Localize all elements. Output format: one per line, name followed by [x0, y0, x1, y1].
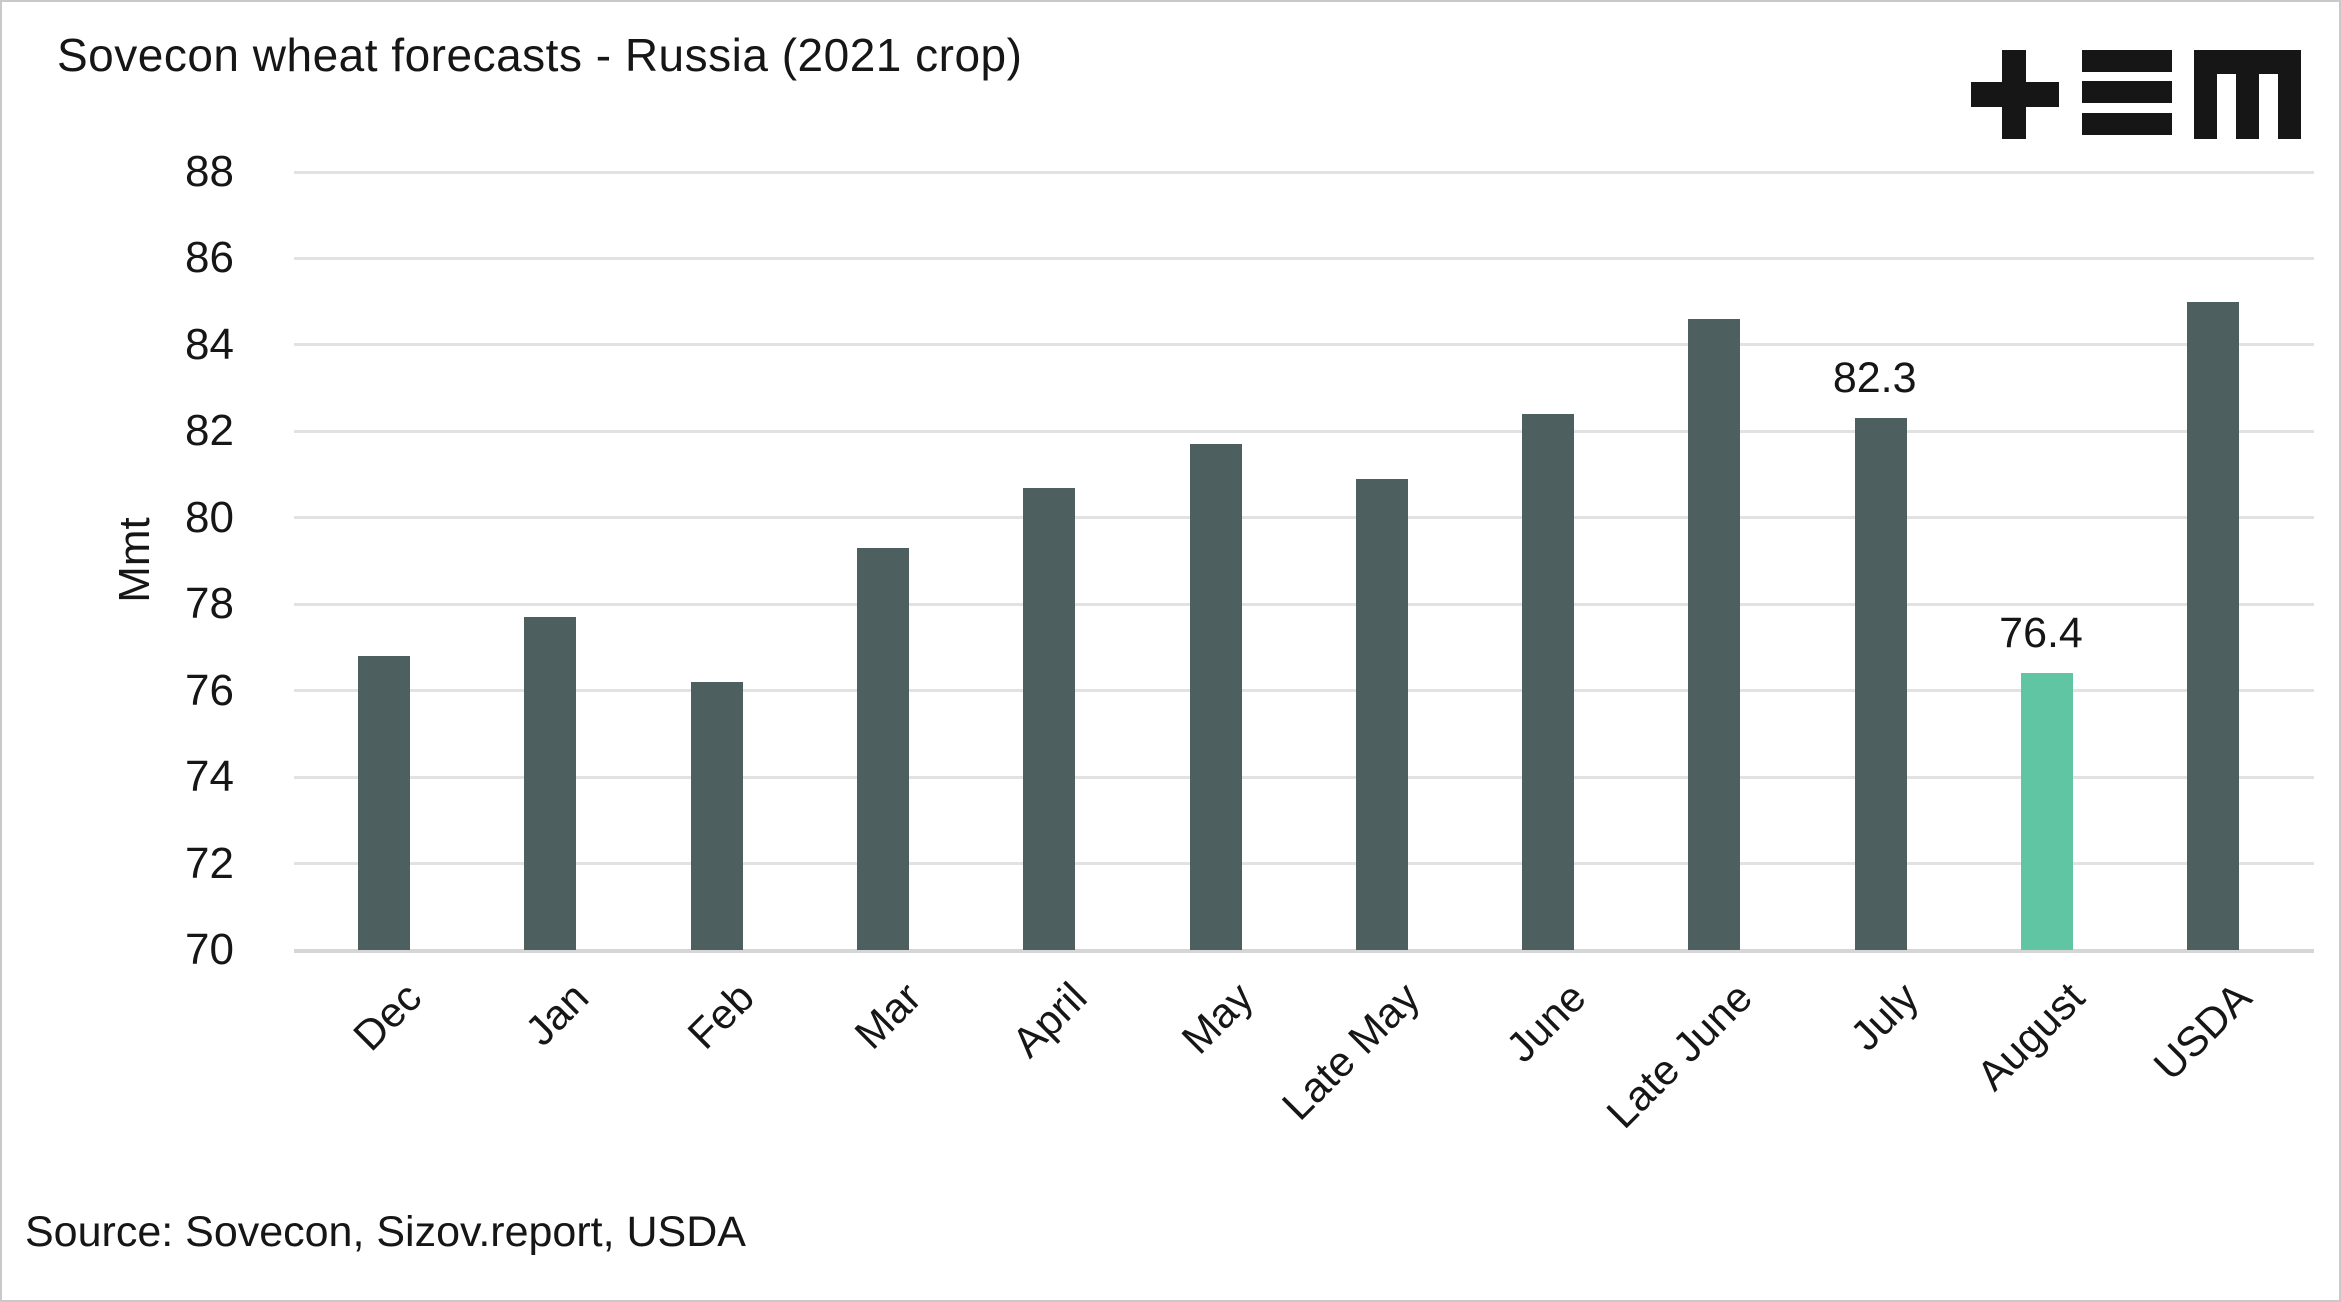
- y-tick-label: 78: [185, 579, 234, 629]
- gridline: [294, 343, 2314, 347]
- x-tick-label: June: [1497, 973, 1595, 1071]
- plus-equals-m-logo: [1971, 50, 2301, 139]
- y-tick-label: 76: [185, 665, 234, 715]
- gridline: [294, 516, 2314, 520]
- bar-late-june: [1688, 318, 1741, 950]
- x-tick-label: May: [1172, 973, 1263, 1063]
- gridline: [294, 862, 2314, 866]
- gridline: [294, 429, 2314, 433]
- x-tick-label: April: [1003, 973, 1096, 1066]
- x-tick-label: Dec: [344, 973, 431, 1060]
- y-tick-label: 86: [185, 233, 234, 283]
- bar-usda: [2187, 301, 2240, 950]
- gridline: [294, 948, 2314, 953]
- bar-jan: [524, 617, 577, 950]
- x-tick-label: Feb: [678, 973, 764, 1058]
- y-tick-label: 74: [185, 752, 234, 802]
- source-note: Source: Sovecon, Sizov.report, USDA: [25, 1208, 746, 1256]
- bar-june: [1522, 414, 1575, 950]
- bar-annotation: 76.4: [1999, 609, 2083, 658]
- bar-mar: [856, 548, 909, 950]
- x-tick-label: Late June: [1597, 973, 1761, 1137]
- gridline: [294, 256, 2314, 260]
- y-tick-label: 82: [185, 406, 234, 456]
- bar-july: [1854, 418, 1907, 950]
- y-tick-label: 88: [185, 147, 234, 196]
- bar-feb: [690, 682, 743, 950]
- y-tick-label: 84: [185, 319, 234, 369]
- y-tick-label: 72: [185, 838, 234, 888]
- y-tick-label: 80: [185, 492, 234, 542]
- chart-title: Sovecon wheat forecasts - Russia (2021 c…: [57, 29, 1023, 81]
- x-tick-label: August: [1967, 973, 2094, 1099]
- gridline: [294, 602, 2314, 606]
- logo-triple-bar-icon: [2082, 50, 2172, 72]
- y-tick-label: 70: [185, 925, 234, 974]
- bar-may: [1189, 444, 1242, 950]
- x-tick-label: July: [1841, 973, 1928, 1060]
- bar-late-may: [1355, 478, 1408, 950]
- gridline: [294, 775, 2314, 779]
- bar-dec: [358, 656, 410, 950]
- gridline: [294, 170, 2314, 174]
- bar-annotation: 82.3: [1832, 354, 1917, 403]
- bar-august: [2021, 673, 2073, 950]
- x-tick-label: Mar: [845, 973, 930, 1058]
- x-tick-label: Late May: [1272, 973, 1429, 1129]
- gridline: [294, 689, 2314, 693]
- x-tick-label: USDA: [2144, 973, 2260, 1090]
- bar-april: [1023, 487, 1076, 950]
- x-tick-label: Jan: [515, 973, 597, 1055]
